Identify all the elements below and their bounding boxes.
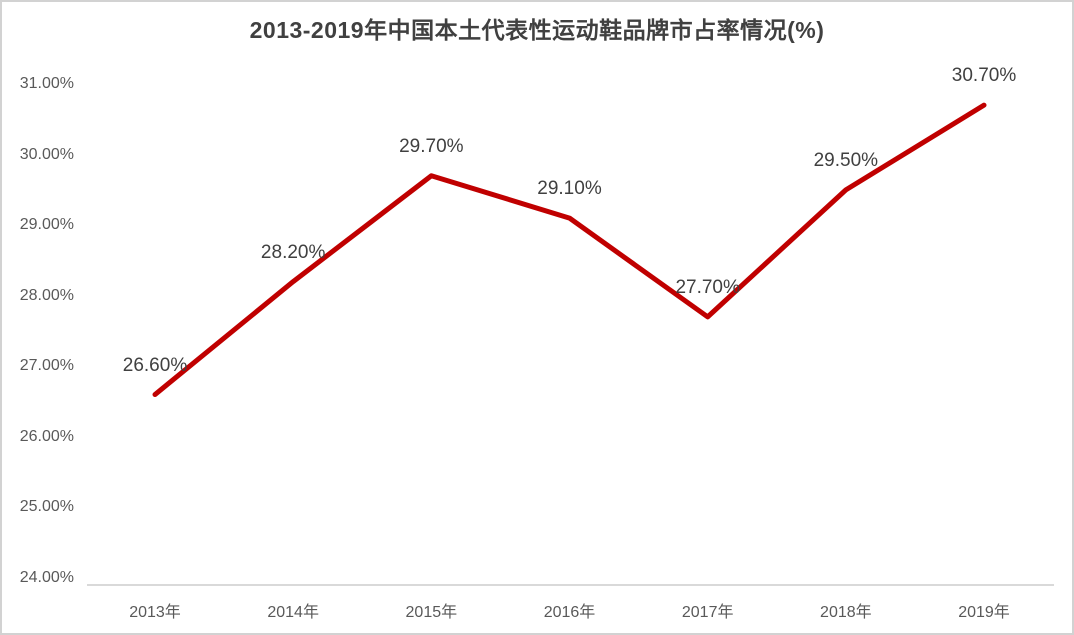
x-tick-label: 2013年 — [129, 604, 181, 621]
y-tick-label: 25.00% — [19, 498, 74, 516]
data-point-label: 26.60% — [122, 354, 188, 376]
data-point-label: 29.70% — [399, 135, 464, 157]
data-point-label: 29.50% — [813, 149, 879, 171]
x-tick-label: 2014年 — [267, 604, 319, 621]
y-tick-label: 30.00% — [19, 145, 74, 163]
x-tick-label: 2018年 — [820, 604, 872, 621]
data-point-label: 28.20% — [260, 241, 326, 263]
chart-title: 2013-2019年中国本土代表性运动鞋品牌市占率情况(%) — [249, 17, 825, 43]
y-tick-label: 26.00% — [19, 427, 74, 445]
data-point-label: 27.70% — [675, 276, 740, 298]
y-tick-label: 27.00% — [19, 357, 74, 375]
data-point-label: 29.10% — [537, 178, 602, 200]
y-tick-label: 29.00% — [19, 216, 74, 234]
x-tick-label: 2019年 — [958, 604, 1010, 621]
data-point-label: 30.70% — [951, 65, 1017, 87]
y-tick-label: 24.00% — [19, 569, 74, 586]
y-tick-label: 28.00% — [19, 286, 74, 304]
x-tick-label: 2017年 — [681, 604, 734, 621]
x-tick-label: 2016年 — [543, 604, 596, 621]
x-tick-label: 2015年 — [405, 604, 458, 621]
y-tick-label: 31.00% — [19, 75, 74, 92]
series-line — [152, 102, 987, 398]
